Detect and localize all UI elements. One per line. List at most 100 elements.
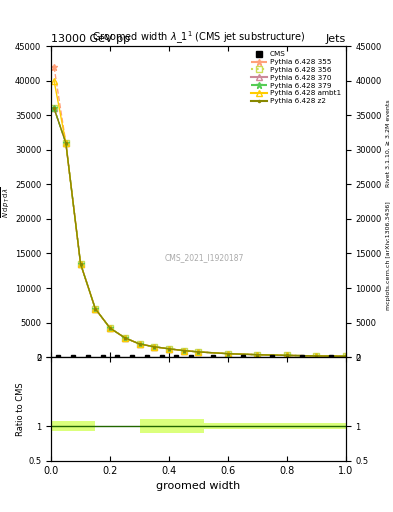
Pythia 6.428 379 (226, 351, 230, 357)
Pythia 6.428 379 (123, 335, 127, 341)
Pythia 6.428 370 (226, 351, 230, 357)
Pythia 6.428 379 (314, 353, 319, 359)
Pythia 6.428 z2 (152, 344, 156, 350)
Pythia 6.428 ambt1 (255, 352, 260, 358)
Pythia 6.428 356 (314, 353, 319, 359)
Pythia 6.428 ambt1 (52, 77, 57, 83)
Pythia 6.428 ambt1 (123, 335, 127, 341)
Title: Groomed width $\lambda\_1^1$ (CMS jet substructure): Groomed width $\lambda\_1^1$ (CMS jet su… (92, 30, 305, 46)
Pythia 6.428 356 (226, 351, 230, 357)
Pythia 6.428 379 (78, 261, 83, 267)
Bar (140, 419, 204, 433)
Pythia 6.428 z2 (196, 349, 201, 355)
Pythia 6.428 370 (108, 325, 112, 331)
Pythia 6.428 356 (123, 335, 127, 341)
Pythia 6.428 355 (343, 353, 348, 359)
Pythia 6.428 ambt1 (108, 325, 112, 331)
Pythia 6.428 ambt1 (182, 348, 186, 354)
Pythia 6.428 370 (64, 140, 68, 146)
Pythia 6.428 356 (343, 353, 348, 359)
Pythia 6.428 379 (137, 341, 142, 347)
Pythia 6.428 355 (285, 352, 289, 358)
Pythia 6.428 356 (52, 105, 57, 112)
Pythia 6.428 356 (152, 344, 156, 350)
Pythia 6.428 ambt1 (93, 306, 98, 312)
Pythia 6.428 355 (137, 341, 142, 347)
Pythia 6.428 355 (64, 140, 68, 146)
Pythia 6.428 z2 (93, 306, 98, 312)
Text: Rivet 3.1.10, ≥ 3.2M events: Rivet 3.1.10, ≥ 3.2M events (386, 99, 391, 187)
Pythia 6.428 z2 (343, 353, 348, 359)
Pythia 6.428 370 (314, 353, 319, 359)
CMS (270, 354, 275, 360)
Pythia 6.428 370 (52, 105, 57, 112)
Pythia 6.428 ambt1 (78, 261, 83, 267)
Pythia 6.428 z2 (255, 352, 260, 358)
Pythia 6.428 355 (123, 335, 127, 341)
Pythia 6.428 370 (343, 353, 348, 359)
Pythia 6.428 379 (196, 349, 201, 355)
Pythia 6.428 z2 (108, 325, 112, 331)
Pythia 6.428 370 (182, 348, 186, 354)
Pythia 6.428 379 (52, 105, 57, 112)
Pythia 6.428 356 (137, 341, 142, 347)
Pythia 6.428 379 (93, 306, 98, 312)
Pythia 6.428 356 (182, 348, 186, 354)
Pythia 6.428 355 (226, 351, 230, 357)
Pythia 6.428 355 (314, 353, 319, 359)
CMS (100, 354, 105, 360)
Pythia 6.428 z2 (78, 261, 83, 267)
Line: Pythia 6.428 z2: Pythia 6.428 z2 (52, 106, 348, 358)
Y-axis label: Ratio to CMS: Ratio to CMS (17, 382, 26, 436)
Pythia 6.428 355 (255, 352, 260, 358)
Pythia 6.428 379 (152, 344, 156, 350)
Pythia 6.428 ambt1 (152, 344, 156, 350)
Pythia 6.428 355 (182, 348, 186, 354)
Pythia 6.428 356 (64, 140, 68, 146)
Pythia 6.428 370 (167, 346, 171, 352)
Pythia 6.428 z2 (314, 353, 319, 359)
CMS (299, 354, 304, 360)
Pythia 6.428 z2 (182, 348, 186, 354)
Line: Pythia 6.428 355: Pythia 6.428 355 (51, 63, 349, 360)
Bar (204, 423, 346, 429)
Pythia 6.428 355 (108, 325, 112, 331)
Pythia 6.428 379 (285, 352, 289, 358)
Pythia 6.428 355 (196, 349, 201, 355)
Text: 13000 GeV pp: 13000 GeV pp (51, 33, 130, 44)
Text: mcplots.cern.ch [arXiv:1306.3436]: mcplots.cern.ch [arXiv:1306.3436] (386, 202, 391, 310)
Text: CMS_2021_I1920187: CMS_2021_I1920187 (165, 253, 244, 262)
CMS (329, 354, 333, 360)
Bar (51, 421, 95, 431)
Line: Pythia 6.428 379: Pythia 6.428 379 (51, 105, 349, 360)
CMS (159, 354, 164, 360)
Pythia 6.428 ambt1 (167, 346, 171, 352)
CMS (56, 354, 61, 360)
CMS (115, 354, 120, 360)
Pythia 6.428 370 (152, 344, 156, 350)
Legend: CMS, Pythia 6.428 355, Pythia 6.428 356, Pythia 6.428 370, Pythia 6.428 379, Pyt: CMS, Pythia 6.428 355, Pythia 6.428 356,… (248, 48, 343, 107)
Pythia 6.428 356 (196, 349, 201, 355)
Pythia 6.428 370 (196, 349, 201, 355)
Pythia 6.428 370 (93, 306, 98, 312)
Pythia 6.428 ambt1 (343, 353, 348, 359)
Pythia 6.428 379 (182, 348, 186, 354)
Text: Jets: Jets (325, 33, 346, 44)
Pythia 6.428 356 (167, 346, 171, 352)
Pythia 6.428 355 (167, 346, 171, 352)
Pythia 6.428 z2 (137, 341, 142, 347)
Pythia 6.428 370 (123, 335, 127, 341)
Pythia 6.428 355 (93, 306, 98, 312)
Line: Pythia 6.428 356: Pythia 6.428 356 (51, 105, 349, 359)
Pythia 6.428 z2 (226, 351, 230, 357)
Pythia 6.428 z2 (52, 105, 57, 112)
Y-axis label: $\frac{1}{N}\frac{\mathrm{d}N}{\mathrm{d}\,p_T\,\mathrm{d}\,\lambda}$: $\frac{1}{N}\frac{\mathrm{d}N}{\mathrm{d… (0, 186, 12, 218)
CMS (241, 354, 245, 360)
Pythia 6.428 370 (255, 352, 260, 358)
Pythia 6.428 356 (93, 306, 98, 312)
Pythia 6.428 379 (255, 352, 260, 358)
CMS (71, 354, 75, 360)
Pythia 6.428 379 (167, 346, 171, 352)
Pythia 6.428 z2 (167, 346, 171, 352)
CMS (130, 354, 134, 360)
